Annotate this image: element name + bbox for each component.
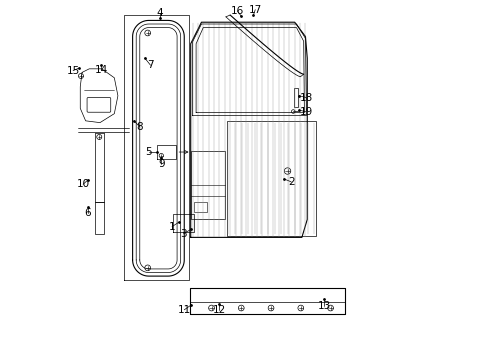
Text: 6: 6	[84, 208, 91, 218]
Ellipse shape	[261, 178, 285, 185]
Text: 11: 11	[177, 305, 190, 315]
Text: 19: 19	[299, 107, 312, 117]
Text: 7: 7	[147, 60, 154, 70]
Text: 17: 17	[248, 5, 262, 15]
Text: 1: 1	[168, 222, 175, 231]
Text: 13: 13	[317, 301, 330, 311]
Bar	[226, 121, 316, 235]
FancyBboxPatch shape	[191, 151, 224, 220]
Text: 5: 5	[145, 147, 152, 157]
Text: 15: 15	[66, 66, 80, 76]
Text: 12: 12	[212, 305, 225, 315]
Text: 8: 8	[136, 122, 143, 132]
Text: 4: 4	[156, 8, 163, 18]
Text: 10: 10	[77, 179, 89, 189]
Text: 2: 2	[287, 177, 294, 187]
Text: 18: 18	[299, 93, 312, 103]
Text: 9: 9	[158, 159, 164, 169]
FancyBboxPatch shape	[258, 216, 289, 226]
Text: 3: 3	[180, 229, 186, 239]
Text: 16: 16	[230, 6, 244, 16]
Bar	[293, 87, 298, 107]
FancyBboxPatch shape	[87, 98, 110, 112]
Bar	[194, 202, 206, 212]
Text: 14: 14	[94, 64, 107, 75]
Bar	[94, 202, 104, 234]
